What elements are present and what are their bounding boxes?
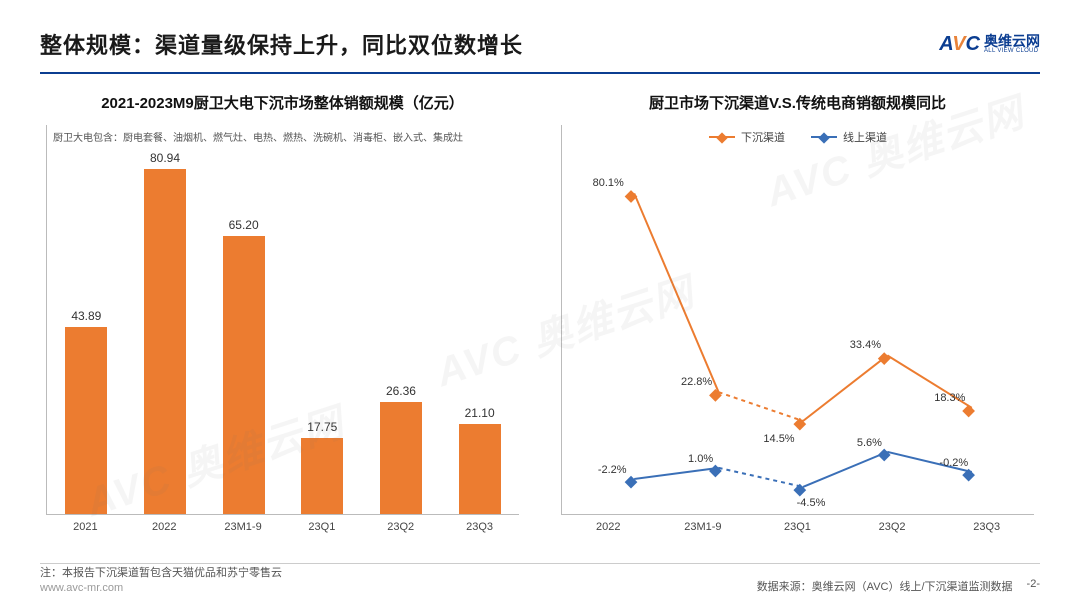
footer-source: 数据来源：奥维云网（AVC）线上/下沉渠道监测数据 (757, 578, 1013, 594)
line-segment (803, 355, 887, 421)
line-chart: 厨卫市场下沉渠道V.S.传统电商销额规模同比 下沉渠道 线上渠道 80.1%22… (555, 92, 1040, 533)
bar-value-label: 17.75 (307, 420, 337, 434)
line-point-label: 33.4% (850, 339, 881, 351)
footer-url: www.avc-mr.com (40, 582, 282, 594)
bar-xlabel: 23M1-9 (214, 521, 272, 533)
bar (380, 402, 422, 514)
bar (144, 169, 186, 514)
line-segment (803, 452, 887, 487)
line-point-label: 80.1% (593, 177, 624, 189)
bar-series: 43.89 80.94 65.20 17.75 26.36 21.10 (47, 125, 519, 514)
bar-xlabel: 23Q1 (293, 521, 351, 533)
line-marker (878, 352, 891, 365)
bar-value-label: 80.94 (150, 151, 180, 165)
line-marker (625, 476, 638, 489)
line-point-label: 14.5% (763, 433, 794, 445)
line-point-label: -2.2% (598, 464, 627, 476)
bar-xlabel: 2022 (135, 521, 193, 533)
line-segment (634, 468, 718, 479)
line-segment (719, 392, 803, 421)
bar-chart-title: 2021-2023M9厨卫大电下沉市场整体销额规模（亿元） (40, 92, 525, 113)
bar-column: 43.89 (57, 309, 115, 514)
footer-left: 注：本报告下沉渠道暂包含天猫优品和苏宁零售云 www.avc-mr.com (40, 564, 282, 594)
footer-right: 数据来源：奥维云网（AVC）线上/下沉渠道监测数据 -2- (757, 578, 1040, 594)
brand-logo: AVC 奥维云网 ALL VIEW CLOUD (939, 33, 1040, 56)
bar-chart-plot: 厨卫大电包含：厨电套餐、油烟机、燃气灶、电热、燃热、洗碗机、消毒柜、嵌入式、集成… (46, 125, 519, 515)
line-marker (878, 449, 891, 462)
line-point-label: 18.3% (934, 392, 965, 404)
bar-value-label: 43.89 (71, 309, 101, 323)
bar-xaxis-labels: 2021 2022 23M1-9 23Q1 23Q2 23Q3 (46, 521, 519, 533)
line-xlabel: 23M1-9 (668, 521, 738, 533)
line-segment (719, 468, 803, 487)
bar-value-label: 65.20 (229, 218, 259, 232)
line-xlabel: 23Q1 (762, 521, 832, 533)
bar-chart: 2021-2023M9厨卫大电下沉市场整体销额规模（亿元） 厨卫大电包含：厨电套… (40, 92, 525, 533)
bar-column: 21.10 (451, 406, 509, 514)
line-marker (709, 465, 722, 478)
page-title: 整体规模：渠道量级保持上升，同比双位数增长 (40, 28, 523, 60)
charts-row: 2021-2023M9厨卫大电下沉市场整体销额规模（亿元） 厨卫大电包含：厨电套… (40, 92, 1040, 533)
bar-column: 65.20 (215, 218, 273, 514)
line-point-label: 22.8% (681, 376, 712, 388)
line-segment (634, 193, 718, 392)
bar-value-label: 26.36 (386, 384, 416, 398)
footer-note: 注：本报告下沉渠道暂包含天猫优品和苏宁零售云 (40, 564, 282, 580)
bar-value-label: 21.10 (465, 406, 495, 420)
logo-cn: 奥维云网 ALL VIEW CLOUD (984, 34, 1040, 54)
line-point-label: -0.2% (939, 457, 968, 469)
bar (301, 438, 343, 514)
bar-xlabel: 23Q2 (372, 521, 430, 533)
line-xlabel: 23Q3 (952, 521, 1022, 533)
logo-avc: AVC (939, 33, 980, 56)
line-xlabel: 23Q2 (857, 521, 927, 533)
line-marker (625, 190, 638, 203)
line-point-label: 5.6% (857, 437, 882, 449)
bar-column: 26.36 (372, 384, 430, 514)
header: 整体规模：渠道量级保持上升，同比双位数增长 AVC 奥维云网 ALL VIEW … (40, 28, 1040, 68)
slide: 整体规模：渠道量级保持上升，同比双位数增长 AVC 奥维云网 ALL VIEW … (0, 0, 1080, 608)
line-xaxis-labels: 2022 23M1-9 23Q1 23Q2 23Q3 (561, 521, 1034, 533)
bar-column: 80.94 (136, 151, 194, 514)
footer: 注：本报告下沉渠道暂包含天猫优品和苏宁零售云 www.avc-mr.com 数据… (40, 564, 1040, 594)
bar-xlabel: 23Q3 (451, 521, 509, 533)
line-marker (709, 389, 722, 402)
bar-xlabel: 2021 (56, 521, 114, 533)
footer-page: -2- (1027, 578, 1040, 594)
line-marker (962, 405, 975, 418)
bar (65, 327, 107, 514)
bar-column: 17.75 (293, 420, 351, 514)
line-svg (562, 125, 1034, 514)
line-xlabel: 2022 (573, 521, 643, 533)
line-point-label: -4.5% (797, 497, 826, 509)
line-chart-plot: 下沉渠道 线上渠道 80.1%22.8%14.5%33.4%18.3%-2.2%… (561, 125, 1034, 515)
header-rule (40, 72, 1040, 74)
bar (223, 236, 265, 514)
line-chart-title: 厨卫市场下沉渠道V.S.传统电商销额规模同比 (555, 92, 1040, 113)
line-point-label: 1.0% (688, 453, 713, 465)
bar (459, 424, 501, 514)
